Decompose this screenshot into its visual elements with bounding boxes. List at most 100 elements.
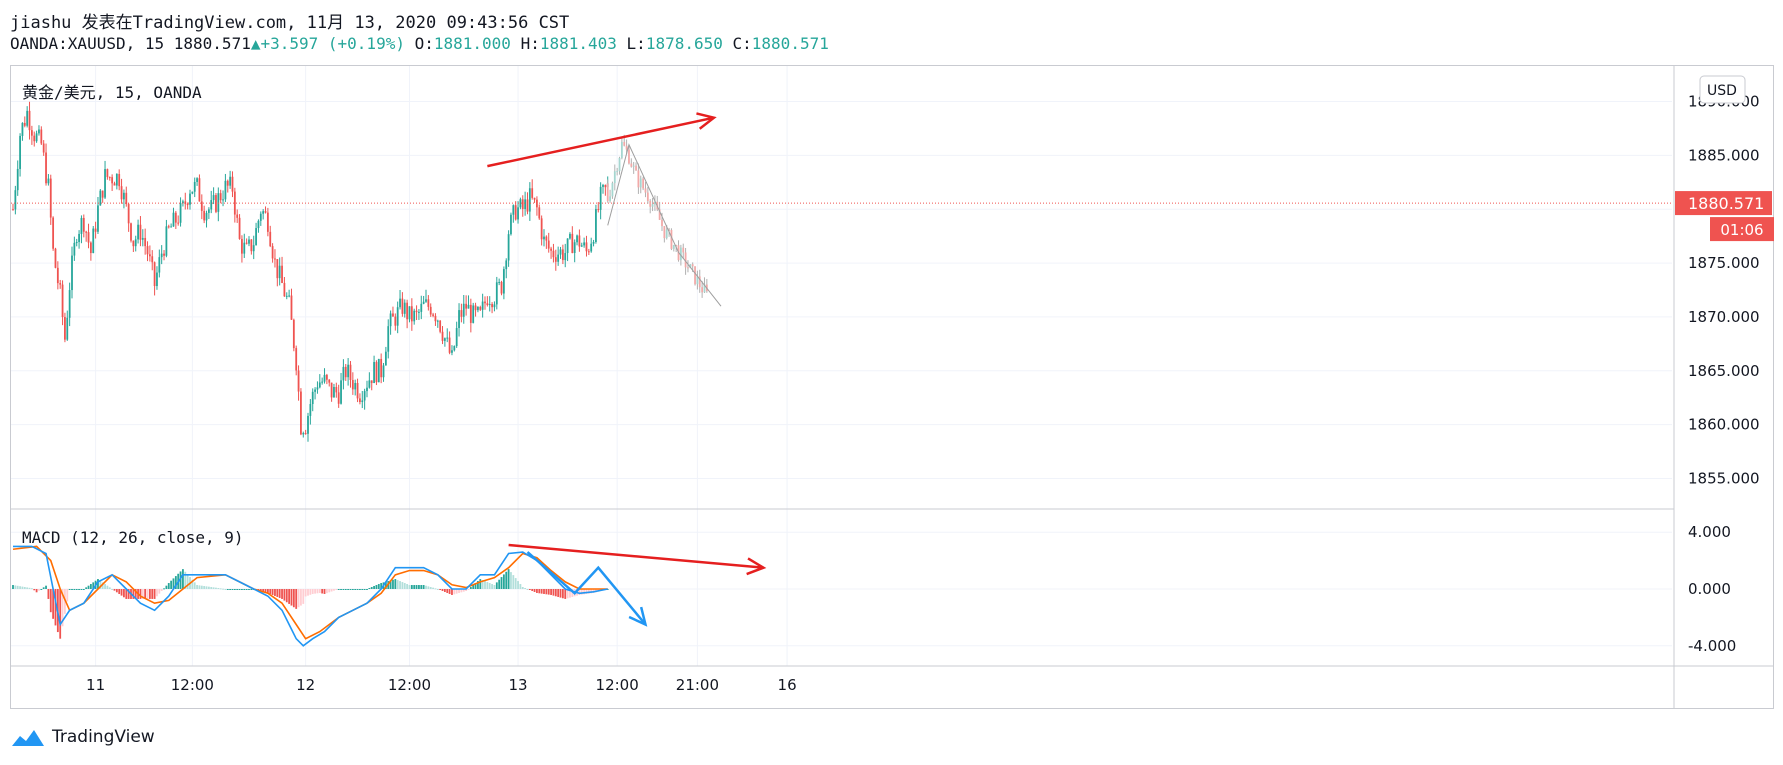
candle [184, 192, 187, 210]
projection-body [694, 266, 696, 285]
candle [377, 358, 380, 383]
macd-histogram-bar [366, 589, 368, 590]
candle-body [304, 433, 307, 435]
candle-body [552, 250, 555, 258]
candle [521, 195, 524, 217]
projection-candle [696, 270, 699, 290]
candle [477, 306, 479, 313]
candle-body [462, 303, 465, 317]
macd-histogram-bar [349, 589, 352, 590]
candle-body [344, 366, 347, 378]
macd-histogram-bar [153, 589, 156, 599]
macd-histogram-bar [12, 585, 14, 589]
projection-candle [616, 167, 619, 176]
candle-body [283, 282, 286, 297]
candle-body [241, 238, 243, 254]
macd-histogram-bar [526, 589, 529, 590]
projection-body [637, 170, 640, 188]
projection-body [698, 276, 701, 288]
macd-histogram-bar [377, 584, 380, 589]
last-price: 1880.571 [173, 34, 251, 53]
candle-body [153, 262, 156, 287]
candle [108, 176, 111, 181]
candle [448, 331, 451, 355]
candle-body [226, 180, 229, 186]
footer-brand[interactable]: TradingView [10, 726, 155, 748]
macd-histogram-bar [297, 589, 300, 608]
candle [446, 328, 449, 343]
candle [472, 302, 475, 324]
candle-body [292, 319, 295, 349]
candle [160, 245, 163, 265]
macd-histogram-bar [23, 587, 26, 589]
projection-candle [613, 164, 616, 191]
macd-histogram-bar [174, 576, 177, 589]
macd-histogram-bar [408, 585, 411, 589]
macd-histogram-bar [33, 589, 36, 591]
candle-body [23, 122, 26, 126]
candle [443, 337, 446, 347]
candle [158, 249, 161, 278]
candle [514, 201, 517, 221]
candle-body [550, 248, 552, 251]
macd-histogram-bar [222, 588, 224, 590]
candle-body [274, 258, 276, 260]
candle [323, 368, 326, 384]
candle [236, 209, 239, 223]
candle [224, 173, 227, 203]
macd-histogram-bar [557, 589, 560, 597]
candle [196, 177, 198, 186]
candle [453, 345, 456, 352]
projection-candle [649, 199, 652, 214]
macd-histogram-bar [401, 582, 404, 589]
macd-histogram-bar [316, 589, 319, 594]
macd-histogram-bar [533, 589, 536, 592]
candle-body [99, 190, 102, 206]
candle-body [528, 188, 531, 212]
macd-histogram-bar [403, 583, 406, 589]
candle-body [276, 259, 279, 279]
macd-histogram-bar [132, 589, 135, 599]
macd-histogram-bar [524, 588, 527, 590]
candle [45, 143, 47, 186]
candle-body [340, 380, 342, 404]
macd-histogram-bar [205, 586, 208, 589]
macd-histogram-bar [226, 589, 229, 590]
candle [111, 174, 114, 191]
macd-histogram-bar [559, 589, 562, 598]
candle [222, 190, 224, 207]
macd-histogram-bar [172, 578, 175, 589]
macd-histogram-bar [432, 587, 434, 589]
candle-body [460, 310, 463, 317]
candle [233, 187, 236, 223]
macd-histogram-bar [259, 589, 262, 591]
macd-histogram-bar [389, 580, 392, 589]
candle [97, 197, 99, 235]
macd-histogram-bar [448, 589, 451, 594]
macd-histogram-bar [453, 589, 456, 595]
projection-candle [701, 281, 704, 298]
candle [177, 215, 180, 226]
candle-body [75, 242, 78, 244]
macd-histogram-bar [434, 588, 437, 590]
candle [125, 186, 128, 207]
candle [406, 299, 409, 329]
candle [304, 429, 307, 435]
candle-body [158, 257, 161, 273]
candle-body [97, 205, 99, 232]
macd-histogram-bar [359, 589, 361, 590]
candle-body [361, 400, 364, 403]
macd-histogram-bar [458, 589, 460, 593]
candle-body [604, 185, 607, 188]
projection-body [672, 244, 675, 249]
candle-body [517, 207, 519, 220]
currency-button[interactable]: USD [1699, 75, 1746, 104]
macd-histogram-bar [486, 582, 489, 589]
projection-body [618, 157, 621, 172]
macd-histogram-bar [215, 587, 217, 589]
candle [545, 235, 548, 249]
macd-histogram-bar [580, 589, 583, 595]
macd-histogram-bar [302, 589, 305, 604]
candle-body [179, 203, 182, 223]
